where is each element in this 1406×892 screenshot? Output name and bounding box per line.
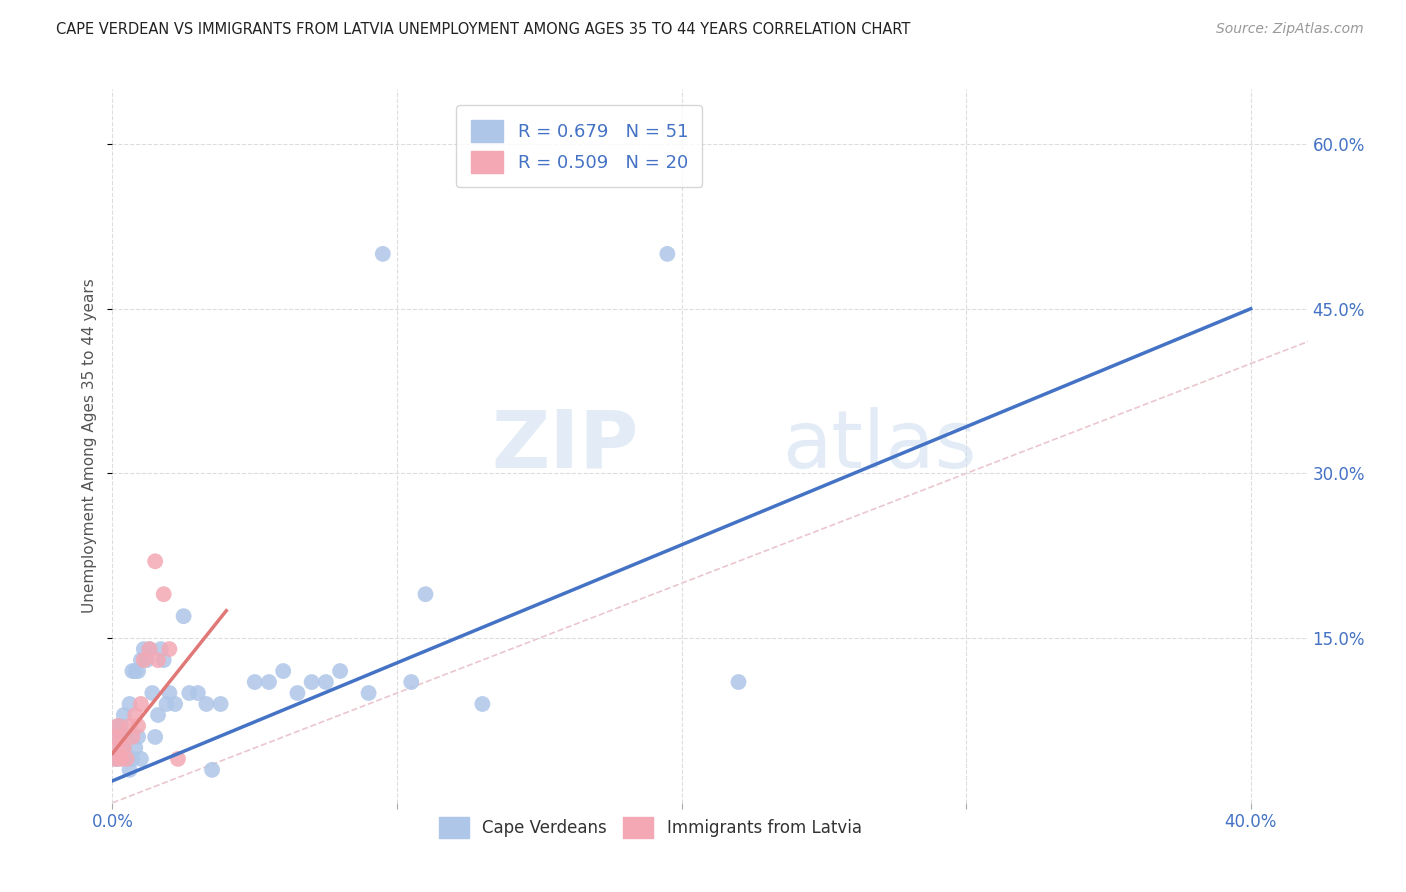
Point — [127, 730, 149, 744]
Y-axis label: Unemployment Among Ages 35 to 44 years: Unemployment Among Ages 35 to 44 years — [82, 278, 97, 614]
Point — [401, 675, 423, 690]
Point — [127, 664, 149, 678]
Point — [157, 642, 180, 657]
Point — [149, 642, 172, 657]
Text: CAPE VERDEAN VS IMMIGRANTS FROM LATVIA UNEMPLOYMENT AMONG AGES 35 TO 44 YEARS CO: CAPE VERDEAN VS IMMIGRANTS FROM LATVIA U… — [56, 22, 911, 37]
Point — [141, 686, 163, 700]
Point — [115, 730, 138, 744]
Point — [357, 686, 380, 700]
Point — [118, 697, 141, 711]
Point — [132, 642, 155, 657]
Point — [143, 554, 166, 568]
Point — [127, 719, 149, 733]
Point — [195, 697, 218, 711]
Point — [471, 697, 494, 711]
Point — [329, 664, 352, 678]
Point — [301, 675, 323, 690]
Point — [165, 697, 187, 711]
Point — [271, 664, 294, 678]
Point — [110, 740, 132, 755]
Point — [121, 730, 143, 744]
Point — [157, 686, 180, 700]
Point — [179, 686, 201, 700]
Point — [138, 642, 160, 657]
Point — [110, 752, 132, 766]
Text: Source: ZipAtlas.com: Source: ZipAtlas.com — [1216, 22, 1364, 37]
Point — [124, 664, 146, 678]
Point — [146, 653, 169, 667]
Point — [146, 708, 169, 723]
Point — [104, 752, 127, 766]
Point — [132, 653, 155, 667]
Point — [112, 708, 135, 723]
Point — [124, 708, 146, 723]
Point — [727, 675, 749, 690]
Point — [152, 587, 174, 601]
Point — [657, 247, 679, 261]
Point — [257, 675, 280, 690]
Point — [173, 609, 195, 624]
Text: ZIP: ZIP — [491, 407, 638, 485]
Point — [371, 247, 394, 261]
Point — [287, 686, 309, 700]
Point — [115, 752, 138, 766]
Point — [107, 719, 129, 733]
Point — [243, 675, 266, 690]
Point — [112, 740, 135, 755]
Point — [107, 719, 129, 733]
Legend: Cape Verdeans, Immigrants from Latvia: Cape Verdeans, Immigrants from Latvia — [432, 811, 869, 845]
Point — [124, 740, 146, 755]
Point — [187, 686, 209, 700]
Point — [107, 740, 129, 755]
Point — [167, 752, 190, 766]
Point — [315, 675, 337, 690]
Point — [107, 752, 129, 766]
Point — [129, 752, 152, 766]
Point — [121, 752, 143, 766]
Point — [104, 730, 127, 744]
Point — [110, 730, 132, 744]
Point — [118, 719, 141, 733]
Point — [135, 653, 157, 667]
Point — [112, 740, 135, 755]
Point — [138, 642, 160, 657]
Point — [129, 697, 152, 711]
Point — [104, 752, 127, 766]
Point — [129, 653, 152, 667]
Point — [118, 763, 141, 777]
Point — [104, 730, 127, 744]
Point — [110, 719, 132, 733]
Point — [201, 763, 224, 777]
Text: atlas: atlas — [782, 407, 976, 485]
Point — [143, 730, 166, 744]
Point — [115, 752, 138, 766]
Point — [415, 587, 437, 601]
Point — [121, 664, 143, 678]
Point — [152, 653, 174, 667]
Point — [209, 697, 232, 711]
Point — [155, 697, 177, 711]
